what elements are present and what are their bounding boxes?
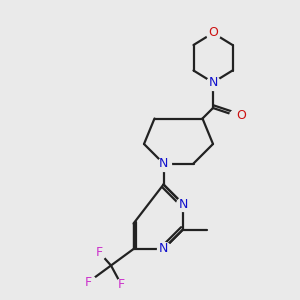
Text: F: F [85,275,92,289]
Text: F: F [118,278,125,292]
Text: N: N [178,197,188,211]
Text: O: O [236,109,246,122]
Text: F: F [95,245,103,259]
Text: N: N [159,242,168,256]
Text: N: N [159,157,168,170]
Text: O: O [208,26,218,40]
Text: N: N [208,76,218,89]
